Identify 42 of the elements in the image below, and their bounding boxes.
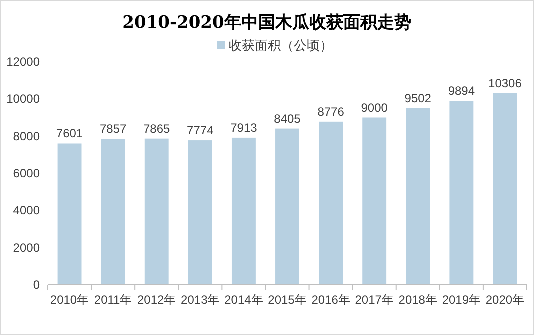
legend-label: 收获面积（公顷） — [229, 38, 333, 53]
y-tick-label: 10000 — [6, 92, 40, 106]
x-tick-label: 2020年 — [486, 293, 525, 307]
data-label: 7774 — [187, 124, 214, 138]
bar — [58, 144, 82, 285]
x-tick-label: 2013年 — [181, 293, 220, 307]
y-tick-label: 4000 — [13, 204, 40, 218]
x-tick-label: 2016年 — [312, 293, 350, 307]
data-label: 8405 — [274, 112, 302, 126]
x-tick-label: 2012年 — [138, 293, 176, 307]
data-label: 7913 — [230, 120, 258, 135]
bar — [188, 140, 212, 285]
x-tick-label: 2014年 — [224, 293, 264, 307]
bar — [450, 101, 474, 285]
data-label: 9502 — [404, 91, 432, 106]
bar — [493, 93, 518, 285]
bar — [406, 108, 430, 285]
bar — [276, 128, 300, 285]
bar — [101, 138, 126, 285]
x-tick-label: 2015年 — [268, 293, 307, 307]
x-tick-label: 2019年 — [442, 293, 482, 307]
data-label: 7857 — [100, 122, 127, 136]
data-label: 7601 — [56, 126, 84, 141]
data-label: 7865 — [144, 122, 171, 136]
y-tick-label: 8000 — [13, 129, 40, 144]
data-label: 8776 — [318, 104, 345, 119]
bar — [362, 118, 387, 285]
y-tick-label: 6000 — [13, 166, 40, 180]
data-label: 9000 — [361, 100, 388, 115]
bar — [144, 138, 169, 285]
chart-title: 2010-2020年中国木瓜收获面积走势 — [122, 13, 412, 33]
x-tick-label: 2018年 — [398, 293, 438, 307]
bar — [319, 122, 344, 285]
y-tick-label: 12000 — [6, 55, 40, 69]
bar — [232, 138, 256, 285]
y-tick-label: 0 — [33, 278, 40, 292]
x-tick-label: 2010年 — [50, 293, 90, 307]
x-tick-label: 2017年 — [355, 293, 394, 307]
data-label: 10306 — [488, 76, 522, 90]
data-label: 9894 — [448, 84, 476, 98]
x-tick-label: 2011年 — [94, 293, 132, 307]
y-tick-label: 2000 — [13, 240, 40, 255]
